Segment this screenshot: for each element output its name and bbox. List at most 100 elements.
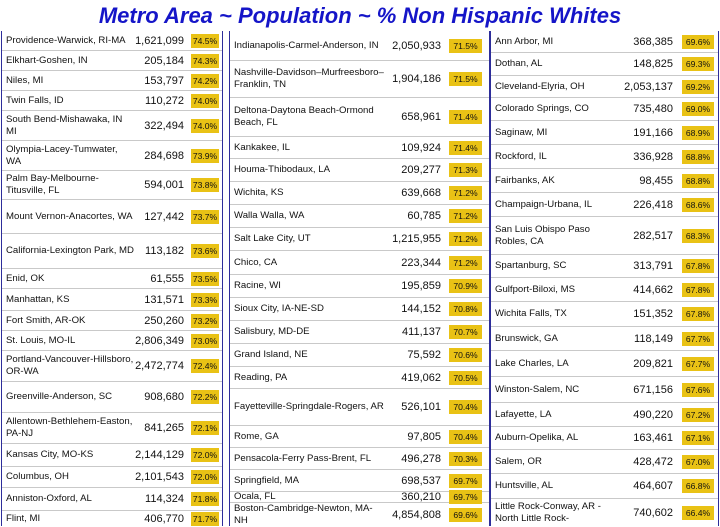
percent-badge: 74.3% (191, 53, 219, 68)
population-value: 490,220 (633, 408, 673, 421)
table-row: St. Louis, MO-IL 2,806,349 73.0% (2, 331, 222, 351)
metro-area-name: Palm Bay-Melbourne-Titusville, FL (6, 173, 99, 196)
population-value: 2,053,137 (624, 80, 673, 93)
percent-badge: 70.4% (449, 400, 482, 414)
table-row: Niles, MI 153,797 74.2% (2, 71, 222, 91)
table-row: Colorado Springs, CO 735,480 69.0% (491, 98, 718, 121)
metro-area-name: Anniston-Oxford, AL (6, 493, 92, 504)
percent-badge: 74.5% (191, 33, 219, 48)
population-value: 658,961 (401, 111, 441, 123)
table-row: Olympia-Lacey-Tumwater, WA 284,698 73.9% (2, 141, 222, 171)
population-value: 414,662 (633, 283, 673, 296)
table-row: Dothan, AL 148,825 69.3% (491, 53, 718, 76)
table-row: Rockford, IL 336,928 68.8% (491, 145, 718, 169)
metro-area-name: Niles, MI (6, 74, 44, 86)
metro-area-name: Fayetteville-Springdale-Rogers, AR (234, 401, 384, 412)
population-value: 464,607 (633, 480, 673, 492)
population-value: 98,455 (639, 174, 673, 187)
metro-area-name: Indianapolis-Carmel-Anderson, IN (234, 39, 379, 51)
percent-badge: 70.7% (449, 325, 482, 339)
table-row: Ocala, FL 360,210 69.7% (230, 490, 489, 504)
metro-area-name: Huntsville, AL (495, 480, 554, 491)
table-row: Sioux City, IA-NE-SD 144,152 70.8% (230, 298, 489, 321)
table-row: Manhattan, KS 131,571 73.3% (2, 289, 222, 311)
percent-badge: 68.8% (682, 149, 714, 164)
table-row: Kansas City, MO-KS 2,144,129 72.0% (2, 444, 222, 467)
page-title: Metro Area ~ Population ~ % Non Hispanic… (98, 3, 622, 28)
percent-badge: 71.3% (449, 163, 482, 177)
population-value: 97,805 (407, 430, 441, 443)
metro-area-name: Little Rock-Conway, AR -North Little Roc… (495, 500, 601, 524)
population-value: 205,184 (144, 54, 184, 67)
table-row: Palm Bay-Melbourne-Titusville, FL 594,001… (2, 171, 222, 200)
percent-badge: 70.6% (449, 348, 482, 362)
metro-area-name: Deltona-Daytona Beach-Ormond Beach, FL (234, 105, 374, 128)
population-value: 594,001 (144, 179, 184, 191)
metro-area-name: Reading, PA (234, 371, 288, 383)
table-row: Winston-Salem, NC 671,156 67.6% (491, 377, 718, 403)
percent-badge: 67.8% (682, 282, 714, 297)
metro-area-name: Dothan, AL (495, 58, 543, 69)
percent-badge: 73.3% (191, 292, 219, 307)
table-row: Kankakee, IL 109,924 71.4% (230, 137, 489, 159)
population-value: 131,571 (144, 293, 184, 306)
percent-badge: 74.0% (191, 93, 219, 108)
percent-badge: 67.7% (682, 331, 714, 346)
population-value: 671,156 (633, 383, 673, 396)
metro-area-name: Rome, GA (234, 430, 279, 442)
percent-badge: 73.5% (191, 271, 219, 286)
percent-badge: 71.2% (449, 186, 482, 200)
percent-badge: 71.4% (449, 140, 482, 155)
metro-area-name: Champaign-Urbana, IL (495, 198, 593, 210)
table-row: Lafayette, LA 490,220 67.2% (491, 403, 718, 427)
population-value: 163,461 (633, 432, 673, 444)
percent-badge: 72.4% (191, 359, 219, 373)
population-value: 109,924 (401, 141, 441, 154)
table-row: Fayetteville-Springdale-Rogers, AR 526,10… (230, 389, 489, 426)
population-value: 639,668 (401, 187, 441, 199)
metro-area-name: Fort Smith, AR-OK (6, 314, 86, 326)
percent-badge: 71.4% (449, 110, 482, 124)
metro-area-name: Mount Vernon-Anacortes, WA (6, 210, 133, 222)
population-value: 114,324 (145, 493, 184, 505)
population-value: 526,101 (401, 401, 441, 413)
metro-area-name: Racine, WI (234, 280, 281, 291)
metro-area-name: Lake Charles, LA (495, 357, 569, 369)
metro-area-name: Chico, CA (234, 256, 278, 268)
population-value: 2,806,349 (135, 334, 184, 347)
metro-area-name: Winston-Salem, NC (495, 383, 580, 395)
table-row: Saginaw, MI 191,166 68.9% (491, 121, 718, 145)
population-value: 419,062 (401, 371, 441, 384)
percent-badge: 70.3% (449, 451, 482, 466)
table-row: Reading, PA 419,062 70.5% (230, 367, 489, 389)
table-row: Enid, OK 61,555 73.5% (2, 269, 222, 289)
population-value: 841,265 (144, 422, 184, 434)
population-value: 1,215,955 (392, 233, 441, 245)
metro-area-name: Salem, OR (495, 455, 542, 467)
population-value: 144,152 (401, 303, 441, 315)
percent-badge: 66.4% (682, 505, 714, 520)
percent-badge: 73.8% (191, 178, 219, 192)
percent-badge: 68.3% (682, 228, 714, 243)
table-row: Spartanburg, SC 313,791 67.8% (491, 255, 718, 278)
metro-area-name: Flint, MI (6, 512, 41, 524)
table-column-2: Indianapolis-Carmel-Anderson, IN 2,050,93… (229, 31, 490, 526)
metro-area-name: Fairbanks, AK (495, 174, 555, 186)
population-value: 908,680 (144, 391, 184, 403)
table-row: Fairbanks, AK 98,455 68.8% (491, 169, 718, 193)
metro-area-name: Auburn-Opelika, AL (495, 432, 579, 443)
metro-area-name: Greenville-Anderson, SC (6, 391, 113, 402)
population-value: 1,621,099 (135, 34, 184, 47)
population-value: 735,480 (633, 103, 673, 115)
percent-badge: 70.8% (449, 302, 482, 316)
metro-area-name: Rockford, IL (495, 150, 547, 162)
population-value: 4,854,808 (392, 508, 441, 521)
metro-area-name: Nashville-Davidson–Murfreesboro–Franklin… (234, 67, 384, 90)
percent-badge: 69.3% (682, 57, 714, 71)
population-value: 740,602 (633, 506, 673, 519)
population-value: 2,101,543 (135, 471, 184, 483)
population-value: 2,050,933 (392, 39, 441, 52)
percent-badge: 72.0% (191, 470, 219, 484)
percent-badge: 69.6% (682, 34, 714, 49)
table-row: Wichita Falls, TX 151,352 67.8% (491, 302, 718, 327)
